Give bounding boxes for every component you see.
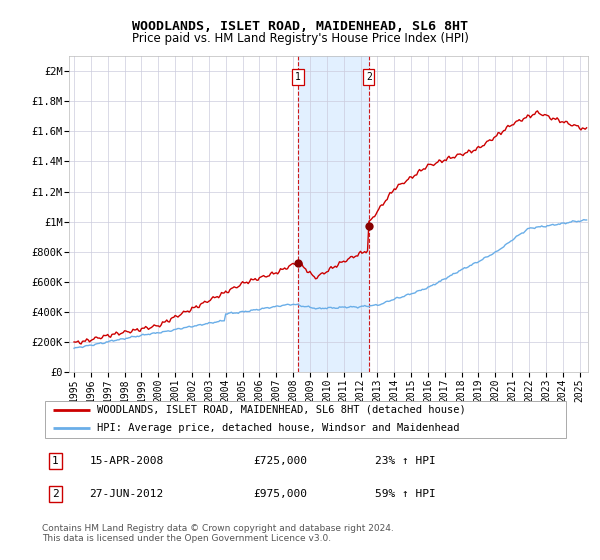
Text: 2: 2	[52, 489, 59, 499]
Text: 59% ↑ HPI: 59% ↑ HPI	[374, 489, 436, 499]
Text: 23% ↑ HPI: 23% ↑ HPI	[374, 456, 436, 466]
Text: WOODLANDS, ISLET ROAD, MAIDENHEAD, SL6 8HT (detached house): WOODLANDS, ISLET ROAD, MAIDENHEAD, SL6 8…	[97, 405, 466, 415]
Text: 1: 1	[295, 72, 301, 82]
Text: 15-APR-2008: 15-APR-2008	[89, 456, 164, 466]
Text: Contains HM Land Registry data © Crown copyright and database right 2024.
This d: Contains HM Land Registry data © Crown c…	[42, 524, 394, 543]
Text: 2: 2	[366, 72, 372, 82]
FancyBboxPatch shape	[44, 401, 566, 437]
Text: WOODLANDS, ISLET ROAD, MAIDENHEAD, SL6 8HT: WOODLANDS, ISLET ROAD, MAIDENHEAD, SL6 8…	[132, 20, 468, 32]
Text: HPI: Average price, detached house, Windsor and Maidenhead: HPI: Average price, detached house, Wind…	[97, 423, 460, 433]
Text: 1: 1	[52, 456, 59, 466]
Bar	[298, 56, 369, 372]
Text: £975,000: £975,000	[253, 489, 307, 499]
Text: Price paid vs. HM Land Registry's House Price Index (HPI): Price paid vs. HM Land Registry's House …	[131, 32, 469, 45]
Text: 27-JUN-2012: 27-JUN-2012	[89, 489, 164, 499]
Text: £725,000: £725,000	[253, 456, 307, 466]
